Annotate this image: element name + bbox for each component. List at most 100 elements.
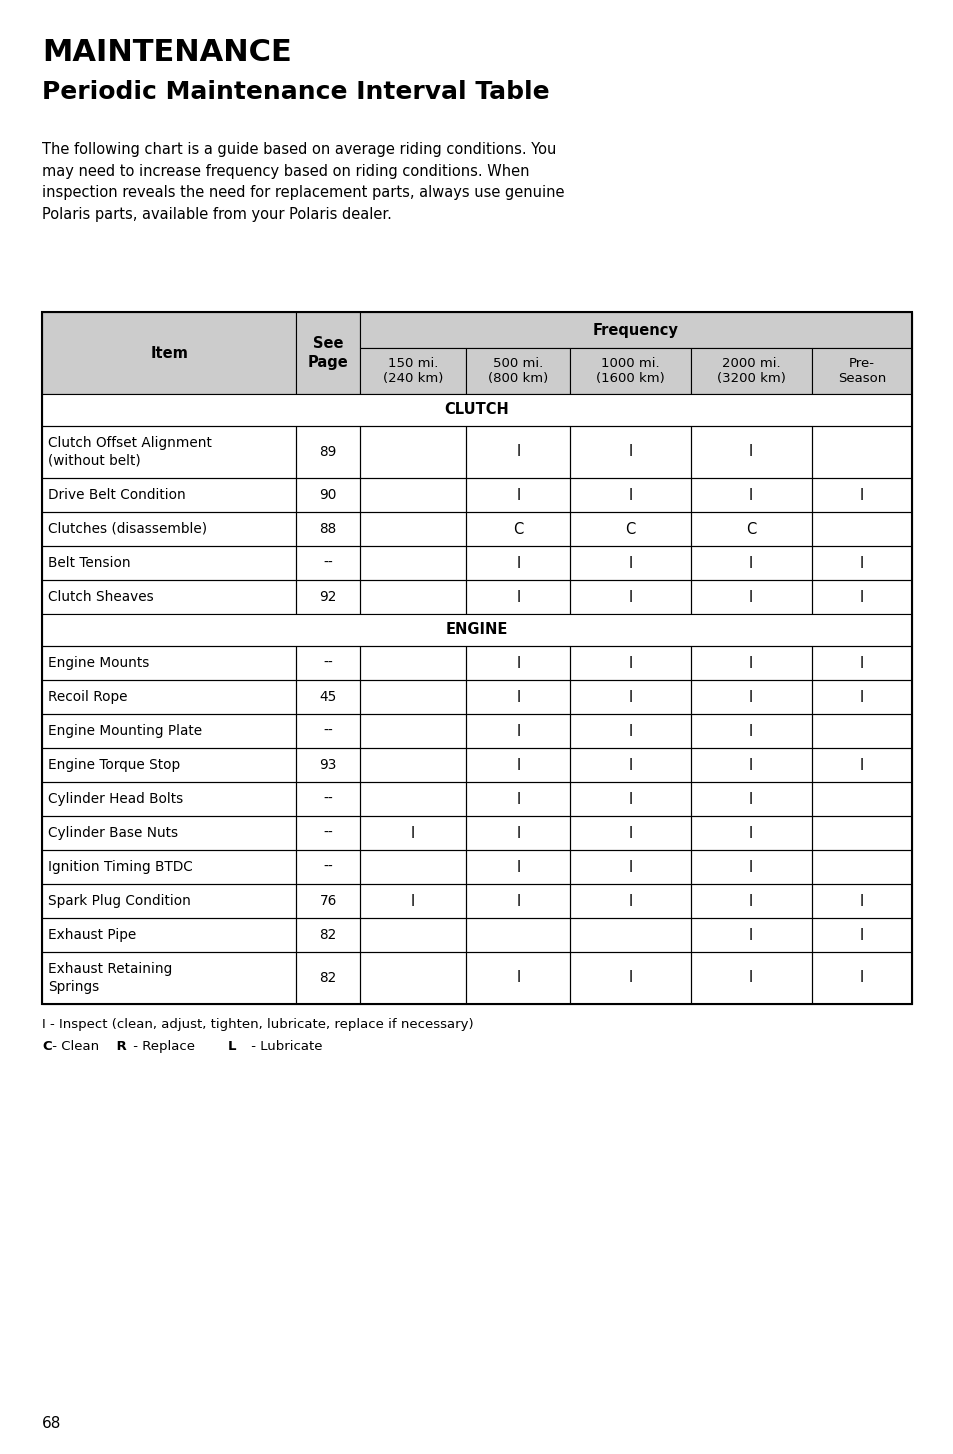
Bar [359,348,466,394]
Text: I: I [516,826,520,840]
Bar [466,547,570,580]
Text: L: L [191,1040,236,1053]
Text: I: I [748,689,753,705]
Bar [42,478,295,512]
Bar [295,478,359,512]
Bar [359,313,911,348]
Bar [690,714,811,747]
Text: Engine Torque Stop: Engine Torque Stop [48,758,180,772]
Text: --: -- [323,859,333,874]
Bar [359,547,466,580]
Text: 68: 68 [42,1416,61,1431]
Text: --: -- [323,555,333,570]
Text: I: I [628,970,632,986]
Text: CLUTCH: CLUTCH [444,403,509,417]
Bar [42,952,295,1005]
Text: I: I [628,656,632,670]
Bar [466,851,570,884]
Text: Drive Belt Condition: Drive Belt Condition [48,489,186,502]
Text: I: I [628,826,632,840]
Bar [690,782,811,816]
Bar [570,580,690,614]
Bar [359,426,466,478]
Text: 1000 mi.
(1600 km): 1000 mi. (1600 km) [596,356,664,385]
Text: Exhaust Pipe: Exhaust Pipe [48,928,136,942]
Bar [466,782,570,816]
Bar [466,580,570,614]
Text: 88: 88 [319,522,336,537]
Bar [295,747,359,782]
Text: I: I [859,758,863,772]
Text: I: I [748,758,753,772]
Bar [811,478,911,512]
Text: Item: Item [150,346,188,361]
Bar [42,512,295,547]
Text: I: I [628,791,632,807]
Bar [570,426,690,478]
Bar [570,952,690,1005]
Bar [690,747,811,782]
Text: I: I [859,894,863,909]
Bar [570,747,690,782]
Bar [466,714,570,747]
Bar [466,680,570,714]
Text: I: I [859,656,863,670]
Bar [359,714,466,747]
Bar [295,917,359,952]
Text: --: -- [323,792,333,806]
Bar [295,816,359,851]
Bar [466,747,570,782]
Bar [295,782,359,816]
Text: I: I [411,826,415,840]
Bar [690,917,811,952]
Bar [570,547,690,580]
Text: I: I [516,656,520,670]
Bar [811,952,911,1005]
Text: I: I [859,487,863,503]
Text: 45: 45 [319,691,336,704]
Text: I: I [859,589,863,605]
Bar [570,782,690,816]
Text: I: I [628,859,632,874]
Bar [42,313,295,394]
Text: 150 mi.
(240 km): 150 mi. (240 km) [382,356,443,385]
Bar [690,884,811,917]
Text: I: I [516,791,520,807]
Bar [359,680,466,714]
Text: I: I [516,724,520,739]
Bar [295,884,359,917]
Bar [295,313,359,394]
Bar [359,917,466,952]
Bar [570,512,690,547]
Text: I: I [516,589,520,605]
Text: I: I [748,859,753,874]
Bar [570,478,690,512]
Text: I: I [628,445,632,459]
Bar [42,816,295,851]
Bar [466,348,570,394]
Text: The following chart is a guide based on average riding conditions. You
may need : The following chart is a guide based on … [42,142,564,222]
Text: I: I [748,724,753,739]
Bar [690,851,811,884]
Bar [690,348,811,394]
Bar [811,917,911,952]
Text: I: I [628,894,632,909]
Bar [466,512,570,547]
Text: See
Page: See Page [308,336,348,369]
Bar [466,478,570,512]
Text: I: I [748,445,753,459]
Bar [359,851,466,884]
Text: - Clean: - Clean [49,1040,99,1053]
Text: Cylinder Head Bolts: Cylinder Head Bolts [48,792,183,806]
Bar [359,816,466,851]
Bar [42,884,295,917]
Bar [295,426,359,478]
Text: 89: 89 [319,445,336,459]
Bar [359,782,466,816]
Text: I: I [859,689,863,705]
Text: Clutches (disassemble): Clutches (disassemble) [48,522,207,537]
Bar [295,714,359,747]
Bar [811,884,911,917]
Text: Spark Plug Condition: Spark Plug Condition [48,894,191,907]
Text: I: I [859,555,863,570]
